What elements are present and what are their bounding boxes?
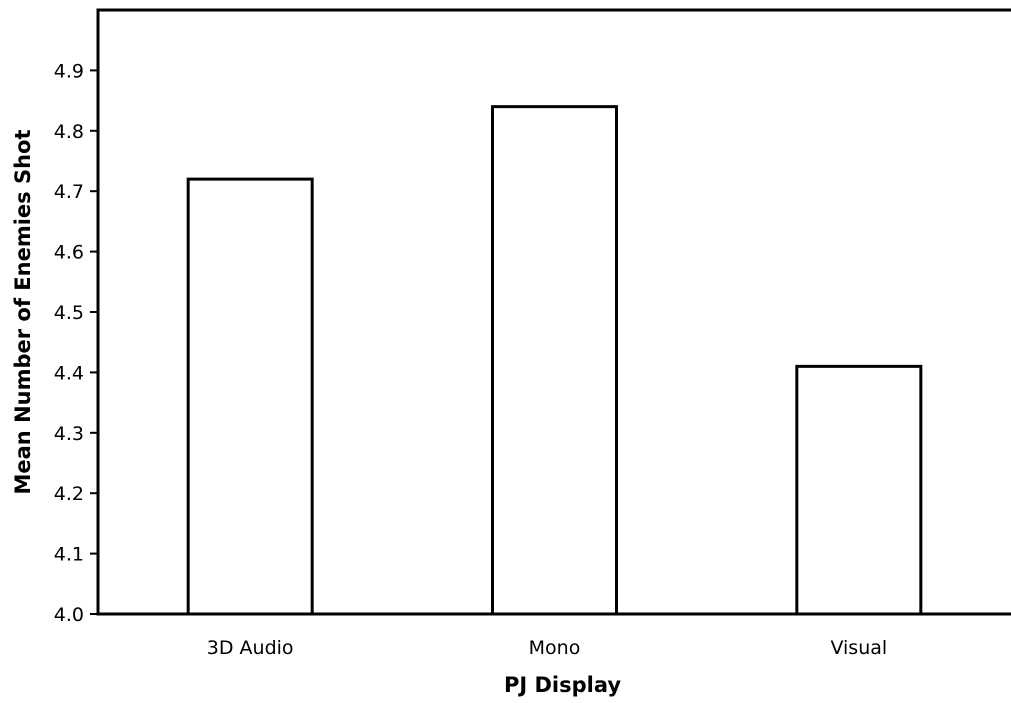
- bar-mono: [493, 107, 617, 614]
- x-tick-label: Mono: [529, 637, 581, 659]
- y-ticks-group: 4.0 4.1 4.2 4.3 4.4 4.5 4.6 4.7 4.8 4.9: [54, 60, 98, 626]
- y-tick-label: 4.5: [54, 302, 84, 324]
- y-tick-label: 4.0: [54, 604, 84, 626]
- bars-group: [188, 107, 921, 614]
- y-tick-label: 4.1: [54, 544, 84, 566]
- y-axis-title: Mean Number of Enemies Shot: [11, 129, 35, 494]
- y-tick-label: 4.3: [54, 423, 84, 445]
- y-tick-label: 4.6: [54, 242, 84, 264]
- bar-3d-audio: [188, 179, 312, 614]
- y-tick-label: 4.8: [54, 121, 84, 143]
- y-tick-label: 4.4: [54, 362, 84, 384]
- bar-visual: [797, 366, 921, 614]
- y-tick-label: 4.7: [54, 181, 84, 203]
- x-tick-label: 3D Audio: [207, 637, 294, 659]
- y-tick-label: 4.2: [54, 483, 84, 505]
- x-tick-label: Visual: [830, 637, 887, 659]
- x-ticks-group: 3D Audio Mono Visual: [207, 637, 887, 659]
- y-tick-label: 4.9: [54, 60, 84, 82]
- x-axis-title: PJ Display: [504, 673, 621, 697]
